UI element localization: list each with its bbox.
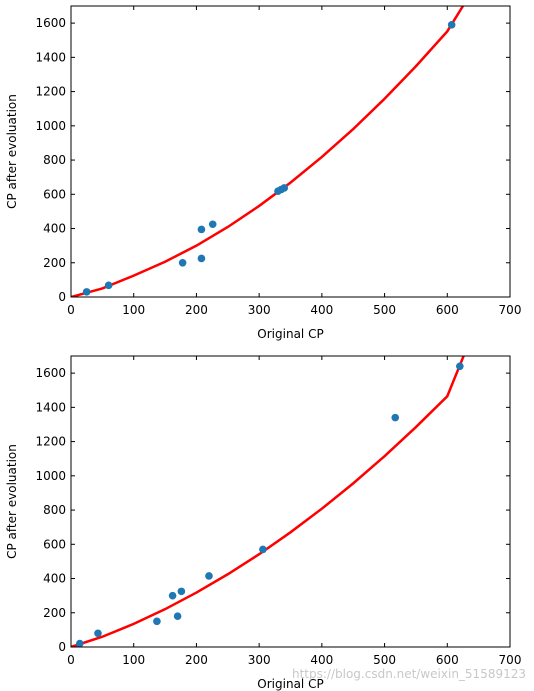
x-tick-label: 400 <box>310 653 333 667</box>
fit-curve <box>71 6 465 297</box>
data-point <box>168 591 177 600</box>
y-tick-label: 1000 <box>35 469 66 483</box>
chart-top: 0 100 200 300 400 500 600 700 0 200 400 600 800 1000 1… <box>5 5 522 341</box>
data-point <box>177 587 186 596</box>
y-tick-label: 800 <box>43 153 66 167</box>
x-tick-label: 400 <box>310 303 333 317</box>
x-tick-label: 200 <box>185 303 208 317</box>
data-point <box>104 281 113 290</box>
y-tick-label: 1600 <box>35 366 66 380</box>
y-tick-label: 1600 <box>35 16 66 30</box>
y-tick-label: 1400 <box>35 50 66 64</box>
data-point <box>391 413 400 422</box>
x-tick-label: 100 <box>122 303 145 317</box>
y-tick-label: 600 <box>43 537 66 551</box>
y-tick-label: 1400 <box>35 400 66 414</box>
x-tick-label: 700 <box>499 303 522 317</box>
x-tick-label: 0 <box>67 653 75 667</box>
data-point <box>280 184 289 192</box>
y-tick-label: 800 <box>43 503 66 517</box>
x-tick-label: 100 <box>122 653 145 667</box>
x-tick-label: 600 <box>436 303 459 317</box>
data-point <box>178 258 187 267</box>
data-point <box>75 639 84 648</box>
y-tick-label: 400 <box>43 572 66 586</box>
data-point <box>82 288 91 296</box>
x-axis-label: Original CP <box>257 677 323 691</box>
x-tick-label: 300 <box>248 653 271 667</box>
x-tick-label: 500 <box>373 303 396 317</box>
data-point <box>447 21 456 29</box>
data-point <box>173 612 182 620</box>
y-tick-label: 200 <box>43 256 66 270</box>
plot-frame <box>70 5 511 298</box>
y-tick-label: 600 <box>43 187 66 201</box>
data-point <box>94 629 102 638</box>
y-tick-label: 400 <box>43 222 66 236</box>
x-axis-label: Original CP <box>257 327 323 341</box>
y-tick-label: 1000 <box>35 119 66 133</box>
chart-bottom: 0 100 200 300 400 500 600 700 0 200 400 600 800 1000 1… <box>5 355 522 691</box>
data-point <box>197 254 206 263</box>
y-axis-label: CP after evoluation <box>5 444 19 559</box>
y-tick-label: 0 <box>58 290 66 304</box>
fit-curve <box>71 356 465 647</box>
plot-frame <box>70 355 511 648</box>
data-point <box>456 362 464 371</box>
x-tick-label: 600 <box>436 653 459 667</box>
x-tick-label: 700 <box>499 653 522 667</box>
watermark-text: https://blog.csdn.net/weixin_51589123 <box>292 667 526 681</box>
data-point <box>205 572 213 580</box>
x-tick-label: 500 <box>373 653 396 667</box>
y-tick-label: 0 <box>58 640 66 654</box>
data-point <box>197 225 206 234</box>
x-tick-label: 300 <box>248 303 271 317</box>
data-point <box>259 545 267 554</box>
y-tick-label: 1200 <box>35 85 66 99</box>
y-axis-label: CP after evoluation <box>5 94 19 209</box>
x-tick-label: 0 <box>67 303 75 317</box>
x-tick-label: 200 <box>185 653 208 667</box>
data-point <box>153 617 161 626</box>
data-point <box>208 220 217 229</box>
y-tick-label: 200 <box>43 606 66 620</box>
y-tick-label: 1200 <box>35 435 66 449</box>
